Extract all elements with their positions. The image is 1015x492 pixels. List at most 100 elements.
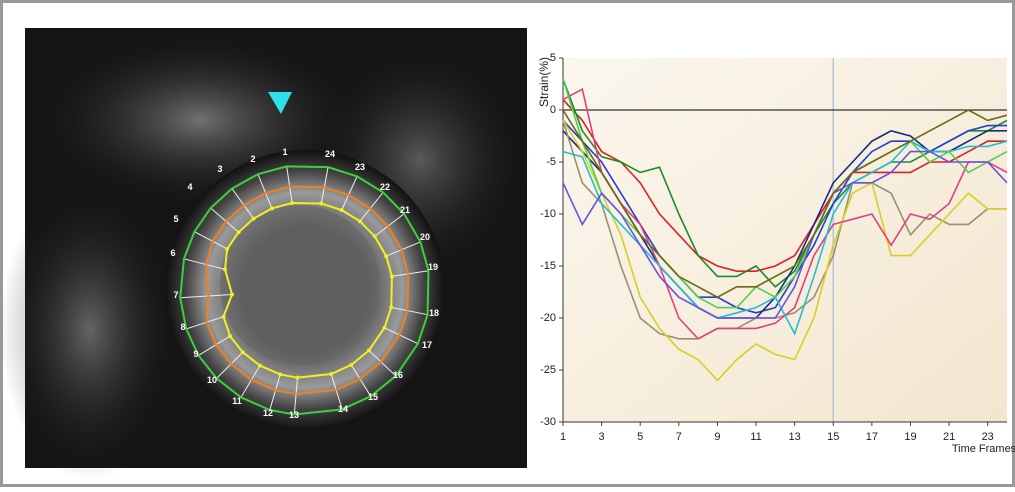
- spoke: [180, 294, 233, 299]
- spoke: [210, 207, 239, 233]
- node: [240, 350, 245, 355]
- spoke: [330, 373, 343, 410]
- spoke: [384, 327, 419, 345]
- node: [357, 219, 362, 224]
- node: [251, 216, 256, 221]
- x-tick-label: 1: [560, 431, 566, 443]
- y-tick-label: -10: [540, 208, 556, 220]
- spoke: [183, 258, 226, 270]
- segment-label: 16: [393, 370, 403, 380]
- segment-label: 4: [187, 182, 192, 192]
- segment-label: 10: [207, 375, 217, 385]
- segment-label: 19: [428, 262, 438, 272]
- spoke: [368, 350, 397, 377]
- series-line: [562, 150, 1008, 319]
- segment-label: 18: [429, 308, 439, 318]
- spoke: [374, 213, 405, 237]
- y-tick-label: -15: [540, 260, 556, 272]
- y-axis-label: Strain(%): [537, 57, 551, 107]
- segment-label: 17: [422, 340, 432, 350]
- segment-label: 8: [180, 322, 185, 332]
- node: [269, 206, 274, 211]
- spoke: [350, 364, 372, 397]
- segment-label: 22: [380, 182, 390, 192]
- segment-label: 20: [420, 232, 430, 242]
- spoke: [216, 351, 244, 379]
- spoke: [194, 231, 228, 250]
- segment-label: 1: [282, 147, 287, 157]
- y-tick-label: 5: [550, 52, 556, 64]
- node: [223, 267, 228, 272]
- spoke: [359, 192, 384, 222]
- node: [278, 372, 283, 377]
- series-line: [562, 119, 1007, 314]
- segment-label: 3: [217, 164, 222, 174]
- segment-label: 9: [193, 349, 198, 359]
- segment-label: 15: [368, 392, 378, 402]
- segment-label: 2: [250, 154, 255, 164]
- x-tick-label: 19: [904, 431, 916, 443]
- segment-label: 14: [338, 404, 348, 414]
- x-tick-label: 17: [866, 431, 878, 443]
- segment-label: 24: [325, 149, 335, 159]
- y-tick-label: -30: [540, 416, 556, 428]
- node: [230, 292, 235, 297]
- series-line: [562, 119, 1007, 382]
- node: [382, 325, 387, 330]
- node: [339, 208, 344, 213]
- spoke: [386, 241, 421, 257]
- series-line: [562, 78, 1008, 309]
- x-axis-label: Time Frames: [952, 443, 1015, 455]
- node: [290, 200, 295, 205]
- spoke: [391, 270, 429, 277]
- node: [225, 246, 230, 251]
- series-line: [562, 140, 1008, 336]
- segment-label: 21: [400, 205, 410, 215]
- y-tick-label: -20: [540, 312, 556, 324]
- y-tick-label: -25: [540, 364, 556, 376]
- x-tick-label: 7: [676, 431, 682, 443]
- segment-label: 23: [355, 162, 365, 172]
- x-tick-label: 21: [943, 431, 955, 443]
- contour: [205, 185, 410, 396]
- node: [366, 348, 371, 353]
- node: [389, 305, 394, 310]
- segment-label: 11: [232, 396, 242, 406]
- node: [349, 362, 354, 367]
- x-tick-label: 11: [750, 431, 761, 443]
- spoke: [198, 335, 231, 356]
- node: [389, 274, 394, 279]
- y-tick-label: -5: [546, 156, 556, 168]
- segment-label: 5: [173, 214, 178, 224]
- node: [372, 234, 377, 239]
- node: [384, 254, 389, 259]
- segment-label: 6: [170, 248, 175, 258]
- x-tick-label: 15: [827, 431, 839, 443]
- series-line: [562, 109, 1008, 299]
- x-tick-label: 3: [599, 431, 605, 443]
- spoke: [269, 374, 281, 411]
- x-tick-label: 5: [637, 431, 643, 443]
- segment-label: 13: [289, 410, 299, 420]
- arrowhead: [268, 92, 292, 114]
- y-tick-label: 0: [550, 104, 556, 116]
- segment-label: 12: [263, 408, 273, 418]
- spoke: [286, 166, 293, 204]
- spoke: [320, 167, 329, 204]
- x-tick-label: 13: [789, 431, 801, 443]
- segment-label: 7: [173, 290, 178, 300]
- node: [228, 334, 233, 339]
- node: [236, 230, 241, 235]
- spoke: [257, 174, 273, 209]
- node: [329, 372, 334, 377]
- series-line: [562, 99, 1007, 272]
- node: [319, 201, 324, 206]
- contour: [179, 165, 430, 416]
- spoke: [293, 377, 298, 415]
- spoke: [391, 306, 428, 316]
- node: [295, 375, 300, 380]
- plot-area: [563, 58, 1007, 422]
